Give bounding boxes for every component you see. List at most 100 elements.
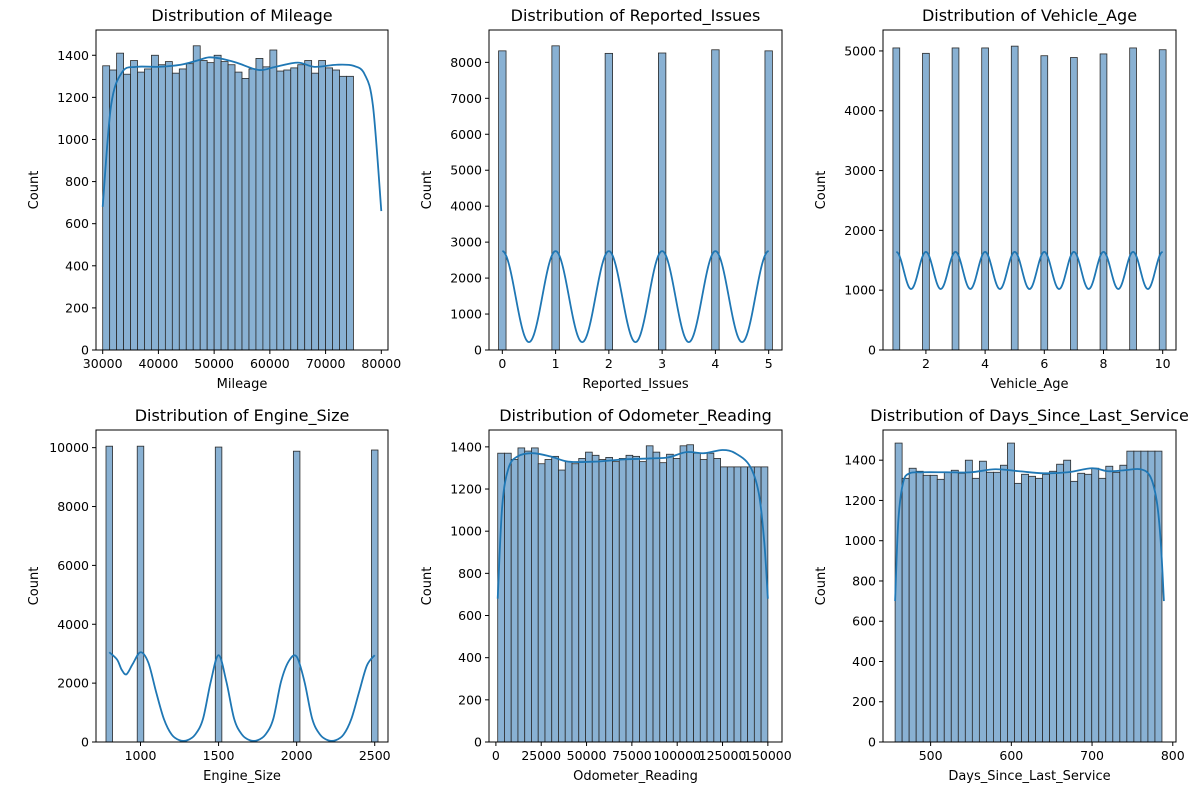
histogram-bar [185,63,194,351]
histogram-bar [1133,450,1142,743]
histogram-bar [726,466,735,743]
x-tick-label: 3 [658,356,666,371]
histogram-bar [292,450,301,743]
histogram-bar [1000,464,1008,743]
y-axis: 0 200 400 600 800 1000 1200 1400 [57,48,96,358]
histogram-bar [598,459,607,743]
histogram-bar [720,466,728,743]
histogram-bar [537,463,546,743]
y-tick-label: 4000 [844,103,876,118]
chart-title: Distribution of Vehicle_Age [922,6,1137,26]
axes-frame [488,29,783,351]
histogram-bar [564,461,573,743]
histogram-bar [1147,450,1156,743]
histogram-bar [740,466,748,743]
histogram-bar [524,450,532,743]
histogram-bar [706,452,715,743]
histogram-bar [178,68,187,351]
chart-panel: 500 600 700 800 0 200 400 600 800 1000 1200 1400 Dis… [814,406,1189,784]
histogram-bar [311,72,320,351]
x-tick-label: 75000 [612,748,652,763]
histogram-bar [262,66,271,351]
histogram-bar [248,68,257,351]
histogram-bar [283,69,292,351]
y-tick-label: 4000 [57,617,89,632]
x-tick-label: 800 [1161,748,1185,763]
histogram-bar [1158,49,1167,351]
x-tick-label: 50000 [194,356,234,371]
y-axis: 0 2000 4000 6000 8000 10000 [49,440,96,750]
histogram-bar [943,471,952,743]
histogram-bar [605,457,613,743]
histogram-bar [964,459,973,743]
x-tick-label: 4 [711,356,719,371]
histogram-bar [517,447,526,743]
histogram-bar [234,71,243,351]
histogram-bar [1014,482,1022,743]
x-axis: 30000 40000 50000 60000 70000 80000 [83,350,401,371]
histogram-bar [158,64,166,351]
x-tick-label: 100000 [653,748,701,763]
y-tick-label: 800 [65,174,89,189]
kde-curve [101,56,383,212]
histogram-bar [936,478,945,743]
y-tick-label: 1000 [844,533,876,548]
histogram-bar [922,52,930,351]
histogram-bar [652,451,661,743]
kde-curve [108,651,376,742]
histogram-bar [105,445,113,743]
histogram-bar [901,477,910,743]
histogram-bar [531,447,539,743]
axes-frame [95,429,389,743]
histogram-bar [558,469,566,743]
x-axis-label: Engine_Size [203,769,281,784]
y-tick-label: 1400 [844,453,876,468]
histogram-bar [371,449,379,743]
x-axis: 0 1 2 3 4 5 [498,350,773,371]
x-axis-label: Odometer_Reading [573,769,698,784]
histogram-bar [130,60,138,351]
histogram-bar [255,58,264,351]
y-axis: 0 1000 2000 3000 4000 5000 [844,43,883,358]
y-axis: 0 200 400 600 800 1000 1200 1400 [844,453,883,750]
histogram-bar [993,471,1001,743]
y-tick-label: 0 [474,735,482,750]
histogram-bar [206,62,215,351]
y-tick-label: 1200 [844,493,876,508]
x-axis-label: Mileage [217,377,268,392]
x-tick-label: 600 [999,748,1023,763]
axes-frame [488,429,783,743]
histogram-bar [544,459,553,743]
bar-group [892,45,1167,351]
histogram-bar [1112,471,1121,743]
histogram-bar [346,75,354,351]
histogram-bar [908,467,917,743]
y-tick-label: 1000 [57,132,89,147]
histogram-bar [318,60,326,351]
y-tick-label: 1200 [57,90,89,105]
histogram-bar [551,45,560,351]
histogram-bar [713,458,721,743]
histogram-bar [1098,477,1107,743]
y-tick-label: 400 [65,258,89,273]
y-tick-label: 10000 [49,440,89,455]
histogram-bar [760,466,769,743]
histogram-bar [1126,450,1135,743]
histogram-bar [679,445,688,743]
histogram-bar [578,458,586,743]
x-tick-label: 0 [498,356,506,371]
y-tick-label: 0 [868,343,876,358]
histogram-bar [290,67,299,351]
histogram-bar [192,45,201,351]
histogram-bar [978,460,987,743]
histogram-bar [659,462,667,743]
histogram-bar [199,60,208,351]
histogram-bar [297,64,306,351]
histogram-bar [672,458,681,743]
chart-title: Distribution of Reported_Issues [511,6,761,26]
histogram-bar [116,52,124,351]
histogram-bar [123,73,131,351]
y-tick-label: 0 [868,735,876,750]
x-tick-label: 4 [981,356,989,371]
x-axis-label: Vehicle_Age [990,377,1068,392]
